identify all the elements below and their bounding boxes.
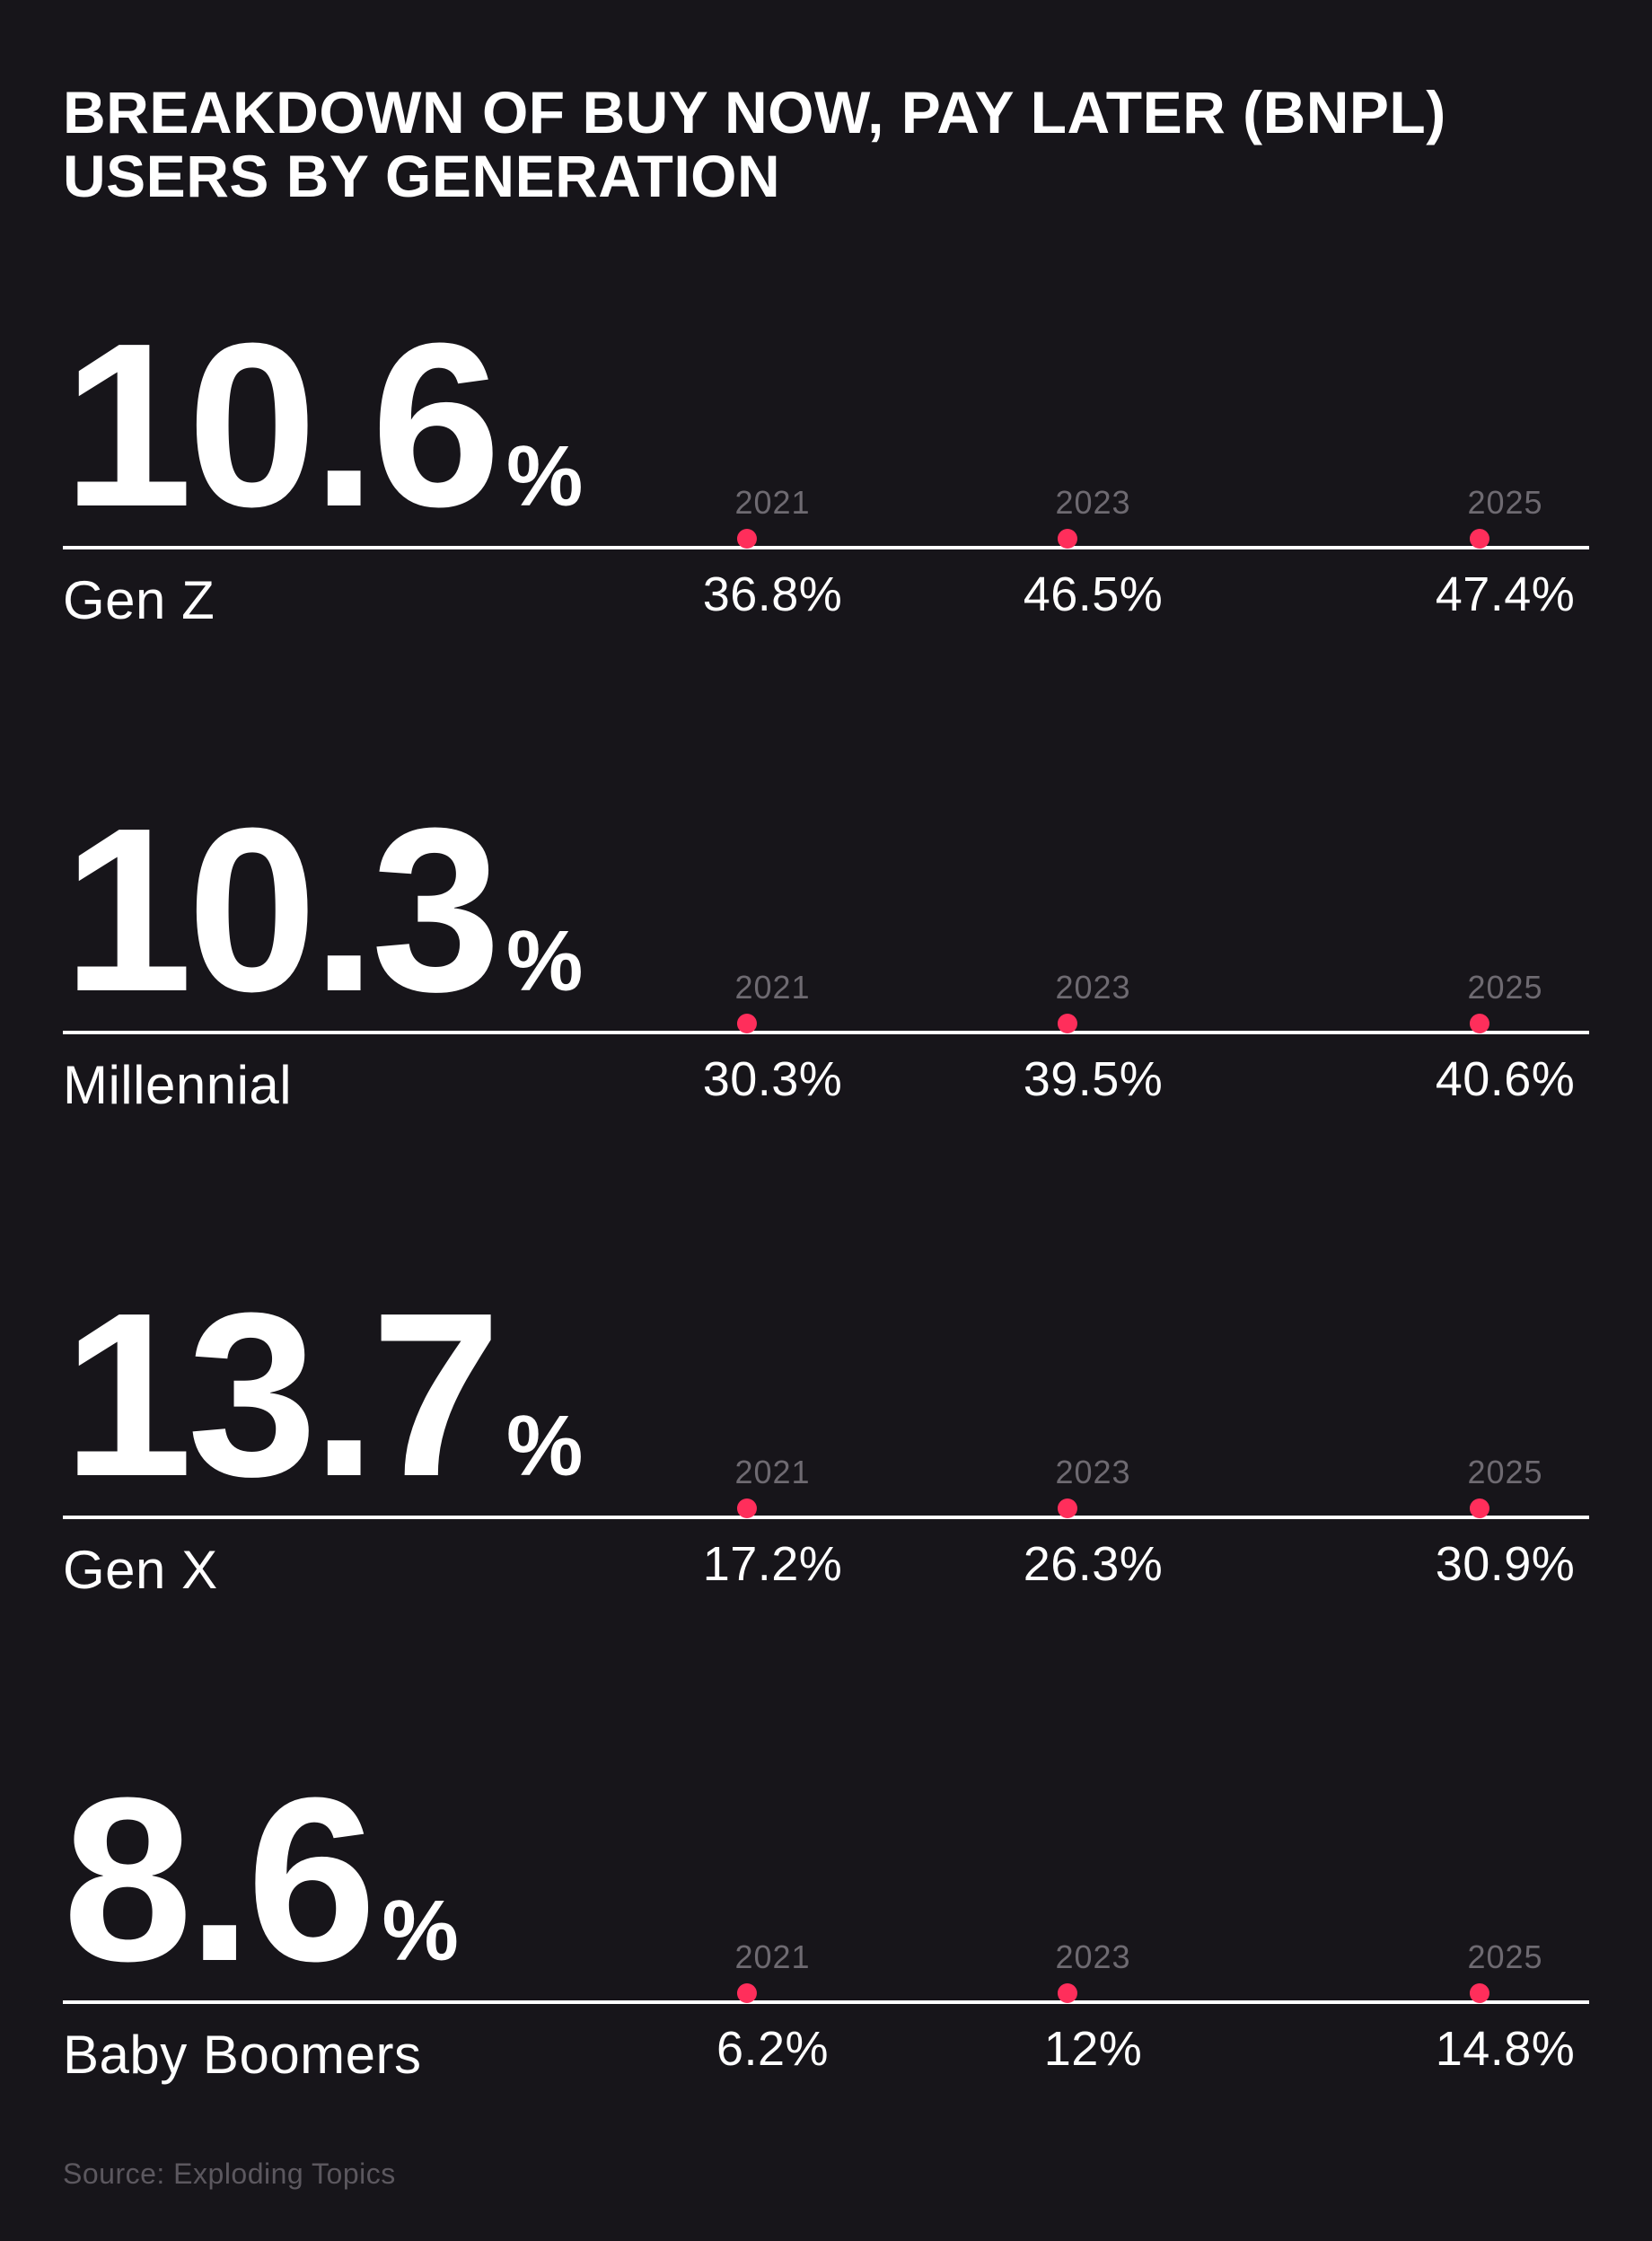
headline-number: 8.6 %: [63, 1789, 1589, 1981]
title-line-1: BREAKDOWN OF BUY NOW, PAY LATER (BNPL): [63, 79, 1446, 145]
percent-symbol: %: [506, 1397, 583, 1496]
generation-row: 10.6 % 2021 2023 2025 Gen Z 36.8% 4: [63, 335, 1589, 631]
headline-number: 10.3 %: [63, 820, 1589, 1011]
headline-number: 13.7 %: [63, 1305, 1589, 1496]
percent-symbol: %: [506, 912, 583, 1011]
headline-value: 13.7: [63, 1305, 496, 1487]
generation-label: Gen X: [63, 1539, 1589, 1601]
generation-label: Gen Z: [63, 569, 1589, 631]
percent-symbol: %: [382, 1882, 458, 1981]
headline-value: 10.3: [63, 820, 496, 1002]
page-title: BREAKDOWN OF BUY NOW, PAY LATER (BNPL) U…: [63, 81, 1589, 209]
generation-label: Baby Boomers: [63, 2024, 1589, 2086]
headline-number: 10.6 %: [63, 335, 1589, 526]
generation-row: 8.6 % 2021 2023 2025 Baby Boomers 6.2%: [63, 1789, 1589, 2086]
percent-symbol: %: [506, 427, 583, 526]
generation-row: 13.7 % 2021 2023 2025 Gen X 17.2% 2: [63, 1305, 1589, 1601]
title-line-2: USERS BY GENERATION: [63, 143, 780, 209]
headline-value: 8.6: [63, 1789, 371, 1972]
headline-value: 10.6: [63, 335, 496, 517]
infographic-page: BREAKDOWN OF BUY NOW, PAY LATER (BNPL) U…: [0, 0, 1652, 2086]
generation-row: 10.3 % 2021 2023 2025 Millennial 30.3%: [63, 820, 1589, 1116]
generation-label: Millennial: [63, 1054, 1589, 1116]
source-attribution: Source: Exploding Topics: [63, 2158, 396, 2191]
